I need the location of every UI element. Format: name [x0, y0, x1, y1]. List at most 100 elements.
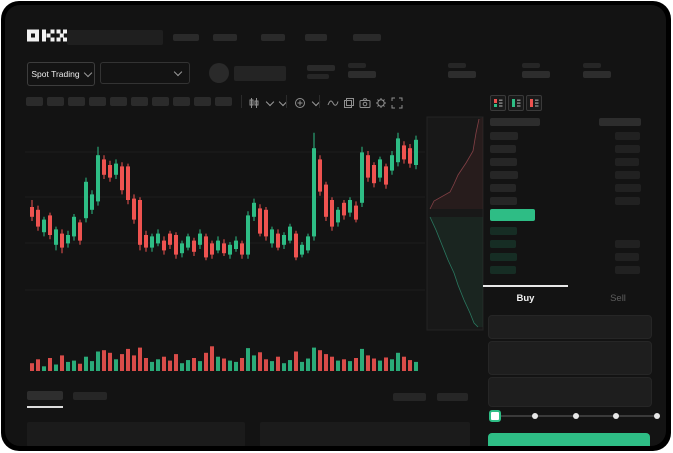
amount-input[interactable] — [488, 377, 652, 407]
orderbook-ask-amount-bar[interactable] — [615, 171, 640, 179]
bottom-tab-placeholder[interactable] — [73, 392, 107, 400]
camera-icon[interactable] — [358, 96, 371, 109]
timeframe-button-placeholder[interactable] — [152, 97, 169, 106]
buy-submit-button[interactable] — [488, 433, 650, 446]
tab-sell-label: Sell — [610, 292, 626, 304]
nav-item-placeholder[interactable] — [173, 34, 199, 41]
timeframe-button-placeholder[interactable] — [110, 97, 127, 106]
orderbook-ask-price-bar[interactable] — [490, 132, 518, 140]
nav-item-placeholder[interactable] — [353, 34, 381, 41]
orderbook-ask-amount-bar[interactable] — [615, 132, 640, 140]
slider-stop[interactable] — [613, 413, 619, 419]
tab-buy[interactable]: Buy — [483, 288, 568, 308]
orderbook-ask-price-bar[interactable] — [490, 171, 518, 179]
orders-panel-placeholder — [27, 422, 245, 446]
gear-icon[interactable] — [374, 96, 387, 109]
orderbook-mid-price-bar[interactable] — [490, 209, 535, 221]
okx-logo — [27, 29, 67, 42]
stat-label-placeholder — [448, 63, 466, 68]
orderbook-bid-amount-bar[interactable] — [615, 253, 639, 261]
pair-dropdown[interactable] — [100, 62, 190, 84]
orderbook-ask-price-bar[interactable] — [490, 197, 517, 205]
bottom-tab-indicator — [27, 406, 63, 408]
toolbar-divider — [319, 95, 320, 108]
compare-icon[interactable] — [342, 96, 355, 109]
timeframe-button-placeholder[interactable] — [194, 97, 211, 106]
orderbook-rows — [483, 5, 666, 305]
orderbook-ask-amount-bar[interactable] — [615, 197, 640, 205]
toolbar-divider — [241, 95, 242, 108]
orderbook-ask-amount-bar[interactable] — [615, 158, 639, 166]
orderbook-amount-header-placeholder — [599, 118, 641, 126]
timeframe-button-placeholder[interactable] — [68, 97, 85, 106]
price-placeholder — [307, 65, 335, 71]
nav-item-placeholder[interactable] — [261, 34, 285, 41]
amount-slider[interactable] — [483, 405, 666, 425]
timeframe-button-placeholder[interactable] — [26, 97, 43, 106]
orderbook-ask-amount-bar[interactable] — [615, 145, 640, 153]
slider-stop[interactable] — [532, 413, 538, 419]
timeframe-button-placeholder[interactable] — [89, 97, 106, 106]
chevron-down-icon — [173, 67, 183, 77]
stat-value-placeholder — [448, 71, 476, 78]
orderbook-asks-icon[interactable] — [526, 95, 542, 111]
buy-tab-indicator — [483, 285, 568, 287]
slider-stop[interactable] — [573, 413, 579, 419]
order-type-input[interactable] — [488, 315, 652, 339]
depth-chart — [426, 116, 484, 331]
stat-value-placeholder — [522, 71, 550, 78]
orderbook-bid-amount-bar[interactable] — [615, 266, 640, 274]
toolbar-divider — [286, 95, 287, 108]
slider-stop[interactable] — [654, 413, 660, 419]
candle-type-icon[interactable] — [247, 96, 260, 109]
volume-histogram — [30, 346, 418, 371]
app-screen: Spot Trading — [5, 5, 666, 446]
stat-value-placeholder — [348, 71, 376, 78]
chevron-down-icon[interactable] — [265, 97, 275, 107]
timeframe-button-placeholder[interactable] — [131, 97, 148, 106]
market-type-selector[interactable]: Spot Trading — [27, 62, 95, 86]
nav-item-placeholder[interactable] — [305, 34, 327, 41]
indicators-icon[interactable] — [293, 96, 306, 109]
orderbook-bid-price-bar[interactable] — [490, 227, 517, 235]
price-change-placeholder — [307, 74, 329, 79]
line-chart-icon[interactable] — [326, 96, 339, 109]
stat-label-placeholder — [522, 63, 540, 68]
timeframe-button-placeholder[interactable] — [215, 97, 232, 106]
search-bar-placeholder[interactable] — [67, 30, 163, 45]
price-input[interactable] — [488, 341, 652, 375]
history-panel-placeholder — [260, 422, 470, 446]
orderbook-ask-price-bar[interactable] — [490, 158, 517, 166]
market-type-label: Spot Trading — [31, 69, 80, 79]
stat-value-placeholder — [583, 71, 611, 78]
orderbook-bid-price-bar[interactable] — [490, 240, 516, 248]
orderbook-ask-amount-bar[interactable] — [615, 184, 641, 192]
fullscreen-icon[interactable] — [390, 96, 403, 109]
candles-layer — [30, 132, 418, 261]
slider-handle-active[interactable] — [489, 410, 501, 422]
nav-item-placeholder[interactable] — [213, 34, 237, 41]
pair-name-placeholder — [234, 66, 286, 81]
orderbook-bid-price-bar[interactable] — [490, 253, 517, 261]
timeframe-button-placeholder[interactable] — [47, 97, 64, 106]
orderbook-ask-price-bar[interactable] — [490, 145, 516, 153]
bottom-action-placeholder[interactable] — [393, 393, 426, 401]
bottom-tab-active-placeholder[interactable] — [27, 391, 63, 400]
stat-label-placeholder — [583, 63, 601, 68]
coin-avatar — [209, 63, 229, 83]
orderbook-combined-icon[interactable] — [490, 95, 506, 111]
orderbook-bid-price-bar[interactable] — [490, 266, 516, 274]
stat-label-placeholder — [348, 63, 366, 68]
orderbook-ask-price-bar[interactable] — [490, 184, 516, 192]
bottom-action-placeholder[interactable] — [437, 393, 468, 401]
orderbook-bid-amount-bar[interactable] — [615, 240, 640, 248]
tab-sell[interactable]: Sell — [573, 288, 663, 308]
candlestick-chart[interactable] — [25, 113, 485, 383]
timeframe-button-placeholder[interactable] — [173, 97, 190, 106]
orderbook-price-header-placeholder — [490, 118, 540, 126]
tab-buy-label: Buy — [516, 292, 535, 304]
orderbook-bids-icon[interactable] — [508, 95, 524, 111]
chevron-down-icon — [83, 68, 92, 78]
